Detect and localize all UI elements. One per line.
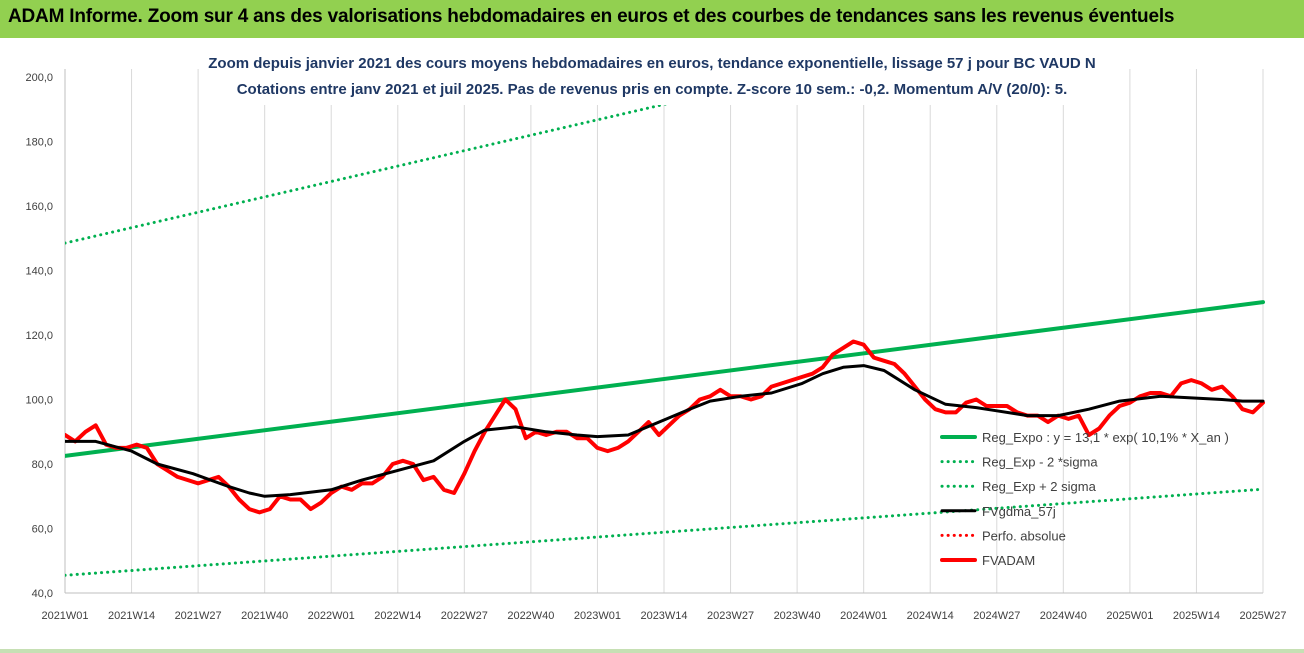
legend-label: FVADAM — [982, 553, 1035, 568]
x-tick-label: 2021W14 — [108, 610, 155, 622]
series-line-5 — [65, 339, 1265, 515]
page-title: ADAM Informe. Zoom sur 4 ans des valoris… — [8, 6, 1175, 27]
y-tick-label: 180,0 — [25, 137, 53, 149]
header-banner: ADAM Informe. Zoom sur 4 ans des valoris… — [0, 0, 1304, 38]
series-line-3 — [65, 364, 1265, 498]
y-tick-label: 100,0 — [25, 395, 53, 407]
x-tick-label: 2021W01 — [41, 610, 88, 622]
legend-label: Perfo. absolue — [982, 528, 1066, 543]
chart-title: Zoom depuis janvier 2021 des cours moyen… — [208, 55, 1096, 72]
y-tick-label: 200,0 — [25, 72, 53, 84]
x-tick-label: 2022W40 — [507, 610, 554, 622]
y-tick-label: 80,0 — [32, 459, 53, 471]
y-tick-label: 160,0 — [25, 201, 53, 213]
y-tick-label: 120,0 — [25, 330, 53, 342]
series-line-1 — [65, 487, 1265, 577]
x-tick-label: 2022W14 — [374, 610, 421, 622]
y-tick-label: 140,0 — [25, 266, 53, 278]
series-line-0 — [65, 300, 1265, 458]
x-tick-label: 2021W27 — [175, 610, 222, 622]
x-tick-label: 2024W40 — [1040, 610, 1087, 622]
x-tick-label: 2025W27 — [1239, 610, 1286, 622]
x-tick-label: 2023W40 — [774, 610, 821, 622]
x-tick-label: 2023W27 — [707, 610, 754, 622]
x-tick-label: 2022W01 — [308, 610, 355, 622]
x-tick-label: 2021W40 — [241, 610, 288, 622]
x-tick-label: 2023W01 — [574, 610, 621, 622]
chart-subtitle: Cotations entre janv 2021 et juil 2025. … — [237, 81, 1068, 98]
y-tick-label: 40,0 — [32, 588, 53, 600]
x-tick-label: 2024W14 — [907, 610, 954, 622]
legend-label: Reg_Exp - 2 *sigma — [982, 455, 1098, 470]
title-background — [210, 47, 1094, 105]
y-tick-label: 60,0 — [32, 524, 53, 536]
x-tick-label: 2025W14 — [1173, 610, 1220, 622]
legend-label: Reg_Exp + 2 sigma — [982, 479, 1097, 494]
x-tick-label: 2024W27 — [973, 610, 1020, 622]
legend-label: FVgdma_57j — [982, 504, 1056, 519]
chart-container: 2021W01 2021W14 2021W27 2021W40 2022W01 2022W… — [0, 38, 1304, 653]
legend-label: Reg_Expo : y = 13,1 * exp( 10,1% * X_an … — [982, 430, 1229, 445]
bottom-rule — [0, 649, 1304, 653]
x-tick-label: 2024W01 — [840, 610, 887, 622]
x-tick-label: 2022W27 — [441, 610, 488, 622]
x-tick-label: 2023W14 — [640, 610, 687, 622]
x-tick-label: 2025W01 — [1106, 610, 1153, 622]
chart-svg: 2021W01 2021W14 2021W27 2021W40 2022W01 2022W… — [25, 47, 1287, 622]
